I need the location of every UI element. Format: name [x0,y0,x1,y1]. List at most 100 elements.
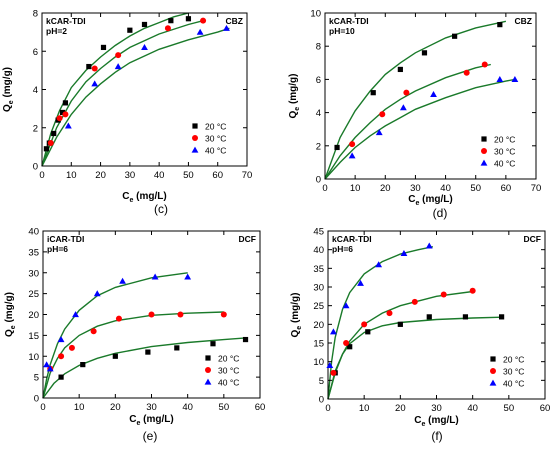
data-point-3 [57,336,65,343]
data-point-2 [115,52,122,59]
y-tick-label: 15 [313,339,324,350]
data-point-1 [242,336,249,343]
y-tick-label: 5 [319,376,324,387]
x-tick-label: 50 [470,183,481,194]
x-tick-label: 40 [182,402,193,413]
data-point-1 [462,314,469,320]
panel-note: pH=10 [329,26,355,36]
legend-label: 20 °C [205,122,226,132]
data-point-3 [375,261,383,268]
x-tick-label: 40 [154,170,165,181]
x-tick-label: 0 [39,170,44,181]
panel-caption: (d) [433,206,448,220]
panel-note: pH=6 [47,244,68,254]
data-point-1 [59,109,66,116]
y-tick-label: 0 [33,162,38,173]
panel-caption: (e) [143,429,158,443]
data-point-2 [463,69,470,76]
data-point-3 [43,361,51,368]
data-point-1 [112,353,118,359]
x-tick-label: 40 [467,403,478,414]
data-point-1 [141,21,148,28]
fit-curve-2 [42,311,224,399]
legend-marker [191,146,199,153]
data-point-2 [386,310,393,317]
y-tick-label: 4 [316,108,321,119]
data-point-3 [511,76,519,82]
x-tick-label: 20 [395,403,406,414]
data-point-3 [223,24,230,31]
data-point-3 [348,152,356,159]
y-tick-label: 40 [313,245,324,256]
data-point-1 [100,44,107,51]
data-point-1 [347,344,353,350]
legend-label: 40 °C [205,146,226,156]
x-tick-label: 60 [255,402,266,413]
legend-label: 30 °C [218,366,239,376]
x-tick-label: 0 [325,403,330,414]
x-tick-label: 10 [66,170,77,181]
legend-marker [480,159,488,166]
corner-label: DCF [524,234,541,244]
panel-note: pH=6 [332,244,353,254]
data-point-1 [397,66,403,73]
data-point-1 [127,27,133,33]
data-point-2 [403,89,410,96]
data-point-3 [91,80,99,87]
corner-label: CBZ [226,16,243,26]
data-point-1 [174,345,180,351]
data-point-2 [220,311,227,318]
x-tick-label: 0 [322,183,327,194]
x-tick-label: 30 [431,403,442,414]
x-tick-label: 0 [40,402,45,413]
panel-caption: (c) [154,202,168,216]
data-point-2 [148,311,155,318]
panel-note: iCAR-TDI [47,234,84,244]
y-tick-label: 30 [28,268,39,279]
legend-marker [490,356,496,362]
y-tick-label: 15 [28,331,39,342]
x-tick-label: 20 [380,183,391,194]
y-tick-label: 20 [28,310,39,321]
legend-marker [481,148,487,154]
x-tick-label: 60 [540,403,550,414]
panel-note: kCAR-TDI [46,16,86,26]
data-point-2 [379,111,386,118]
panel-caption: (f) [431,429,442,443]
y-axis-label: Qe (mg/g) [2,67,15,112]
data-point-1 [80,362,86,368]
legend-label: 30 °C [503,367,524,377]
x-tick-label: 50 [219,402,230,413]
legend-marker [204,378,212,385]
y-tick-label: 8 [316,42,321,53]
data-point-2 [164,25,171,32]
y-tick-label: 6 [316,75,321,86]
x-axis-label: Ce (mg/L) [408,194,452,207]
corner-label: DCF [239,234,256,244]
y-tick-label: 10 [310,9,321,20]
legend-label: 20 °C [218,354,239,364]
data-point-2 [90,328,97,335]
y-tick-label: 35 [28,247,39,258]
data-point-1 [145,349,151,355]
fit-curve-3 [42,272,188,399]
data-point-1 [43,146,49,152]
legend-label: 40 °C [494,159,515,169]
legend-label: 20 °C [494,135,515,145]
data-point-2 [343,340,350,346]
chart-panel-3: 0 10 20 30 40 50 60 0 5 10 15 20 25 30 35 40 iCAR-TDIpH=… [4,227,265,444]
x-axis-label: Ce (mg/L) [129,414,173,427]
legend-marker [205,355,211,361]
data-point-1 [426,314,432,320]
data-point-1 [334,144,340,151]
x-tick-label: 50 [183,170,194,181]
y-tick-label: 10 [28,352,39,363]
data-point-2 [330,369,337,376]
data-point-2 [200,17,207,24]
panel-note: kCAR-TDI [332,234,372,244]
data-point-3 [326,362,334,368]
legend-label: 30 °C [205,134,226,144]
y-tick-label: 35 [313,264,324,275]
legend-marker [192,135,198,141]
